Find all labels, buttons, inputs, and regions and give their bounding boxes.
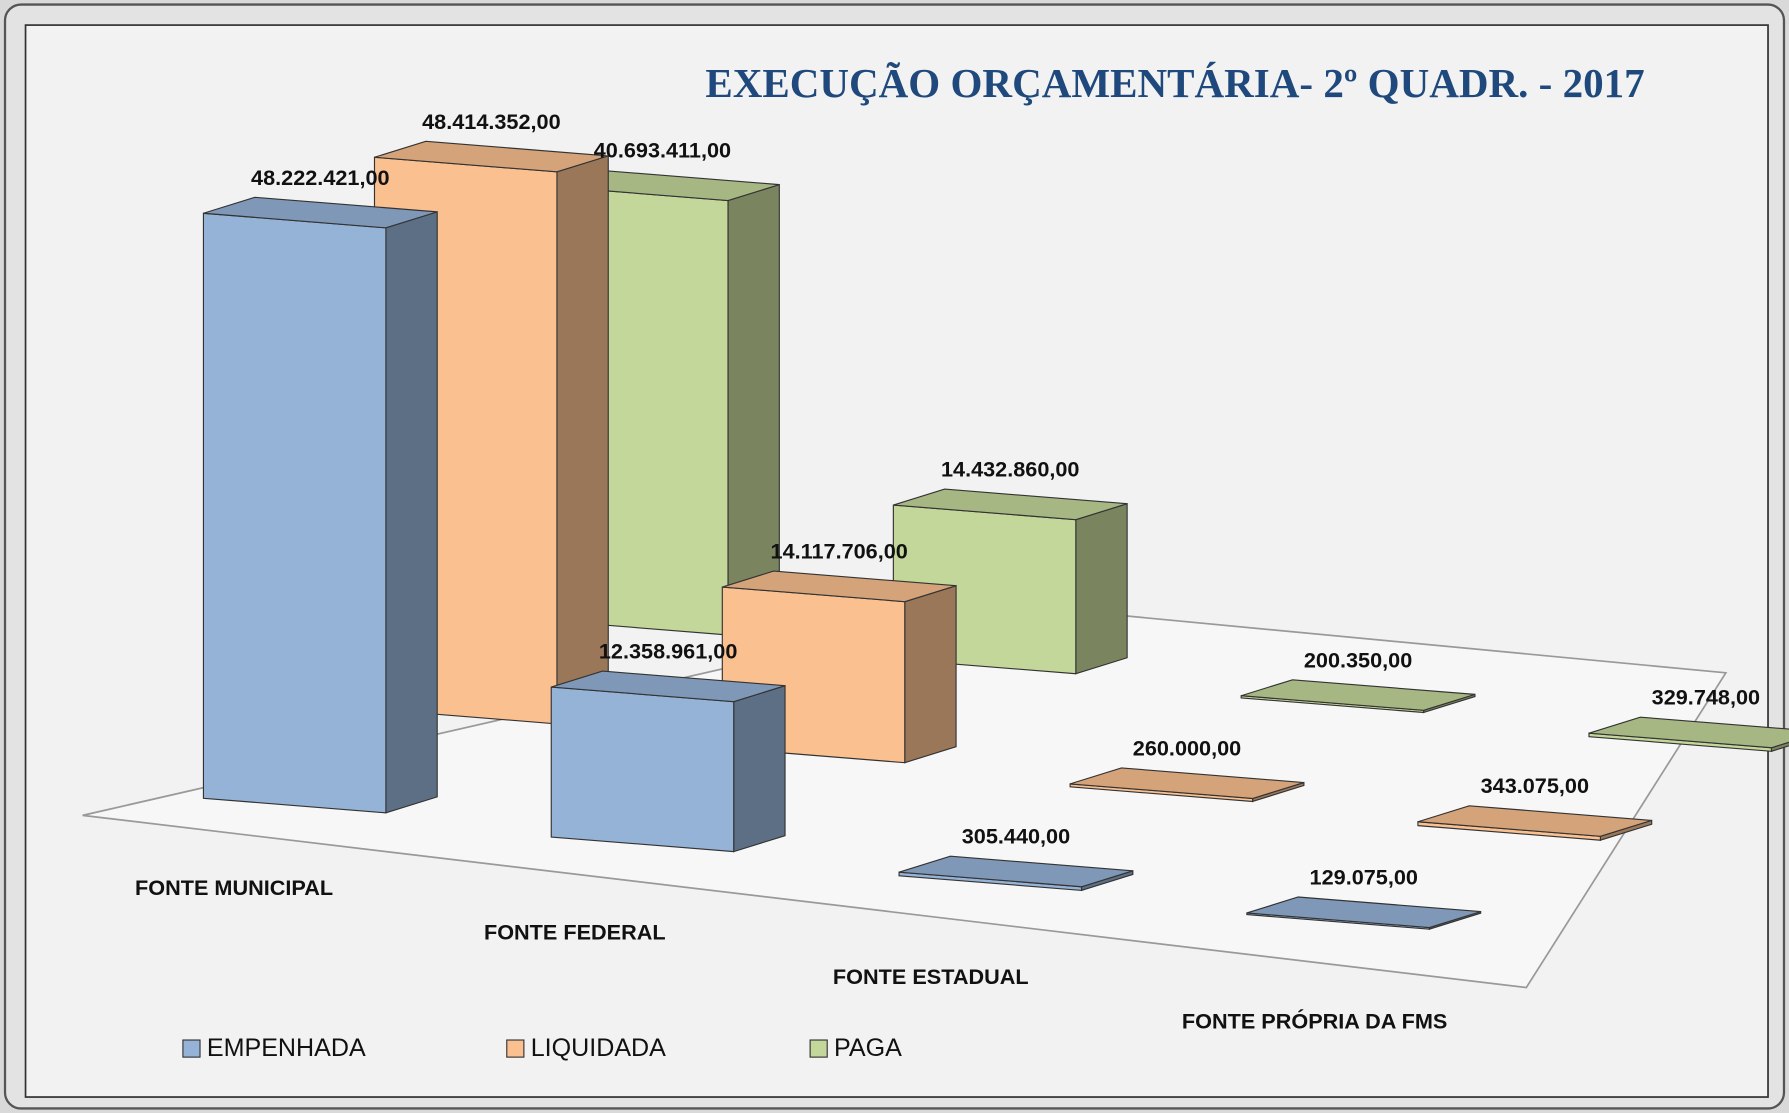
value-label: 12.358.961,00	[599, 639, 738, 664]
value-label: 48.222.421,00	[251, 165, 390, 190]
bar	[898, 855, 1134, 892]
value-label: 129.075,00	[1310, 865, 1418, 890]
value-label: 14.117.706,00	[771, 539, 908, 564]
legend-swatch	[182, 1039, 201, 1058]
bar	[1246, 896, 1482, 930]
bar	[1417, 805, 1653, 841]
bar-top	[898, 855, 1134, 888]
value-label: 40.693.411,00	[594, 137, 731, 162]
bar	[1069, 767, 1305, 803]
value-label: 305.440,00	[962, 824, 1070, 849]
bar-side	[385, 211, 438, 814]
value-label: 260.000,00	[1133, 735, 1241, 760]
bar-top	[1246, 896, 1481, 929]
bar-top	[551, 670, 786, 703]
bar-side	[904, 584, 957, 764]
category-label: FONTE PRÓPRIA DA FMS	[1182, 1009, 1448, 1034]
value-label: 343.075,00	[1481, 773, 1589, 798]
value-label: 48.414.352,00	[422, 109, 561, 134]
bar-top	[1241, 679, 1476, 711]
bar	[202, 196, 438, 814]
bar-side	[733, 684, 786, 853]
bar-top	[1588, 716, 1789, 749]
bar-side	[1075, 502, 1128, 675]
legend-label: LIQUIDADA	[531, 1034, 666, 1062]
legend-label: EMPENHADA	[207, 1034, 366, 1062]
category-label: FONTE FEDERAL	[484, 920, 666, 945]
bar-top	[893, 488, 1128, 521]
category-label: FONTE ESTADUAL	[833, 964, 1029, 989]
legend-label: PAGA	[834, 1034, 902, 1062]
bar-top	[374, 140, 609, 173]
labels: 329.748,00 200.350,00 14.432.860,00 40.693.…	[251, 109, 1760, 890]
bars	[202, 140, 1789, 930]
bar-top	[203, 196, 438, 229]
chart-title: EXECUÇÃO ORÇAMENTÁRIA- 2º QUADR. - 2017	[705, 60, 1644, 106]
legend-swatch	[809, 1039, 828, 1058]
bar	[550, 670, 786, 853]
bar	[1588, 716, 1789, 753]
bar-top	[1417, 805, 1652, 837]
bar	[1240, 679, 1476, 714]
value-label: 329.748,00	[1652, 685, 1760, 710]
bar-top	[1069, 767, 1305, 800]
legend-swatch	[506, 1039, 525, 1058]
bar-front	[550, 686, 735, 853]
bar-top	[722, 570, 957, 603]
value-label: 14.432.860,00	[941, 457, 1080, 482]
value-label: 200.350,00	[1304, 647, 1412, 672]
bar-front	[202, 212, 387, 814]
category-label: FONTE MUNICIPAL	[135, 875, 333, 900]
bar-side	[727, 183, 780, 636]
